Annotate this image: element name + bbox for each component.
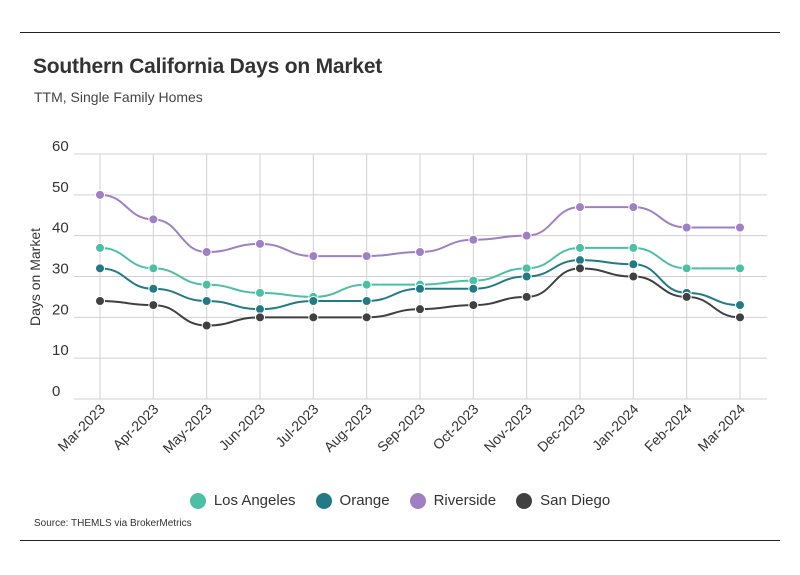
data-point-los-angeles xyxy=(628,242,639,253)
legend-swatch xyxy=(409,492,426,509)
data-point-san-diego xyxy=(681,291,692,302)
x-tick-label: May-2023 xyxy=(159,401,214,456)
legend-swatch xyxy=(315,492,332,509)
data-point-san-diego xyxy=(628,271,639,282)
data-point-riverside xyxy=(628,202,639,213)
data-point-orange xyxy=(255,304,265,315)
x-tick-label: Aug-2023 xyxy=(321,401,375,455)
data-point-riverside xyxy=(681,222,692,233)
chart-legend: Los Angeles Orange Riverside San Diego xyxy=(0,492,800,509)
legend-item-san-diego: San Diego xyxy=(516,492,610,509)
x-tick-label: Jun-2023 xyxy=(216,401,269,454)
legend-item-riverside: Riverside xyxy=(409,492,497,509)
legend-item-orange: Orange xyxy=(315,492,390,509)
legend-label: Orange xyxy=(339,492,390,509)
data-point-san-diego xyxy=(148,300,159,311)
data-point-orange xyxy=(361,296,372,306)
x-tick-label: Sep-2023 xyxy=(374,401,428,455)
data-point-los-angeles xyxy=(681,263,692,274)
data-point-san-diego xyxy=(415,304,425,315)
x-tick-label: Jan-2024 xyxy=(589,401,642,454)
legend-swatch xyxy=(189,492,206,509)
chart-title: Southern California Days on Market xyxy=(33,55,383,78)
y-tick-label: 10 xyxy=(52,342,69,359)
data-point-orange xyxy=(201,296,212,306)
data-point-san-diego xyxy=(308,312,319,323)
y-tick-label: 20 xyxy=(52,301,69,318)
data-point-riverside xyxy=(735,222,745,233)
source-note: Source: THEMLS via BrokerMetrics xyxy=(34,518,192,529)
chart-subtitle: TTM, Single Family Homes xyxy=(34,89,203,105)
data-point-riverside xyxy=(308,251,319,262)
legend-swatch xyxy=(516,492,533,509)
data-point-riverside xyxy=(201,247,212,257)
y-tick-label: 60 xyxy=(52,138,69,155)
data-point-orange xyxy=(735,300,745,311)
data-point-san-diego xyxy=(361,312,372,323)
y-tick-label: 0 xyxy=(52,383,60,400)
y-tick-label: 50 xyxy=(52,179,69,196)
x-tick-label: Jul-2023 xyxy=(272,401,321,450)
data-point-los-angeles xyxy=(361,279,372,290)
legend-item-los-angeles: Los Angeles xyxy=(189,492,296,509)
y-axis-title: Days on Market xyxy=(27,228,43,326)
data-point-los-angeles xyxy=(521,263,532,274)
x-tick-label: Oct-2023 xyxy=(429,401,481,453)
data-point-orange xyxy=(308,296,319,306)
data-point-orange xyxy=(468,283,479,294)
y-tick-label: 30 xyxy=(52,261,69,278)
data-point-san-diego xyxy=(255,312,265,323)
bottom-rule xyxy=(20,540,780,541)
x-tick-label: Mar-2024 xyxy=(694,401,748,455)
x-tick-label: Apr-2023 xyxy=(109,401,161,453)
data-point-orange xyxy=(148,283,159,294)
data-point-los-angeles xyxy=(95,242,105,253)
y-tick-label: 40 xyxy=(52,220,69,237)
data-point-san-diego xyxy=(468,300,479,311)
data-point-los-angeles xyxy=(468,275,479,286)
data-point-san-diego xyxy=(201,320,212,331)
data-point-san-diego xyxy=(735,312,745,323)
data-point-san-diego xyxy=(95,296,105,306)
legend-label: San Diego xyxy=(540,492,611,509)
data-point-los-angeles xyxy=(255,287,265,298)
data-point-san-diego xyxy=(575,263,585,274)
data-point-riverside xyxy=(415,247,425,257)
legend-label: Los Angeles xyxy=(213,492,296,509)
data-point-riverside xyxy=(148,214,159,225)
data-point-orange xyxy=(628,259,639,270)
data-point-orange xyxy=(575,255,585,266)
data-point-los-angeles xyxy=(735,263,745,274)
data-point-orange xyxy=(415,283,425,294)
data-point-los-angeles xyxy=(148,263,159,274)
data-point-riverside xyxy=(575,202,585,213)
data-point-riverside xyxy=(95,189,105,200)
data-point-los-angeles xyxy=(201,279,212,290)
x-tick-label: Feb-2024 xyxy=(641,401,695,455)
data-point-riverside xyxy=(255,238,265,249)
x-tick-label: Nov-2023 xyxy=(481,401,535,455)
data-point-san-diego xyxy=(521,291,532,302)
data-point-riverside xyxy=(521,230,532,241)
x-tick-label: Dec-2023 xyxy=(534,401,588,455)
legend-label: Riverside xyxy=(433,492,497,509)
data-point-orange xyxy=(95,263,105,274)
x-tick-label: Mar-2023 xyxy=(54,401,108,455)
top-rule xyxy=(20,32,780,33)
data-point-orange xyxy=(521,271,532,282)
data-point-riverside xyxy=(468,234,479,245)
data-point-riverside xyxy=(361,251,372,262)
data-point-los-angeles xyxy=(575,242,585,253)
